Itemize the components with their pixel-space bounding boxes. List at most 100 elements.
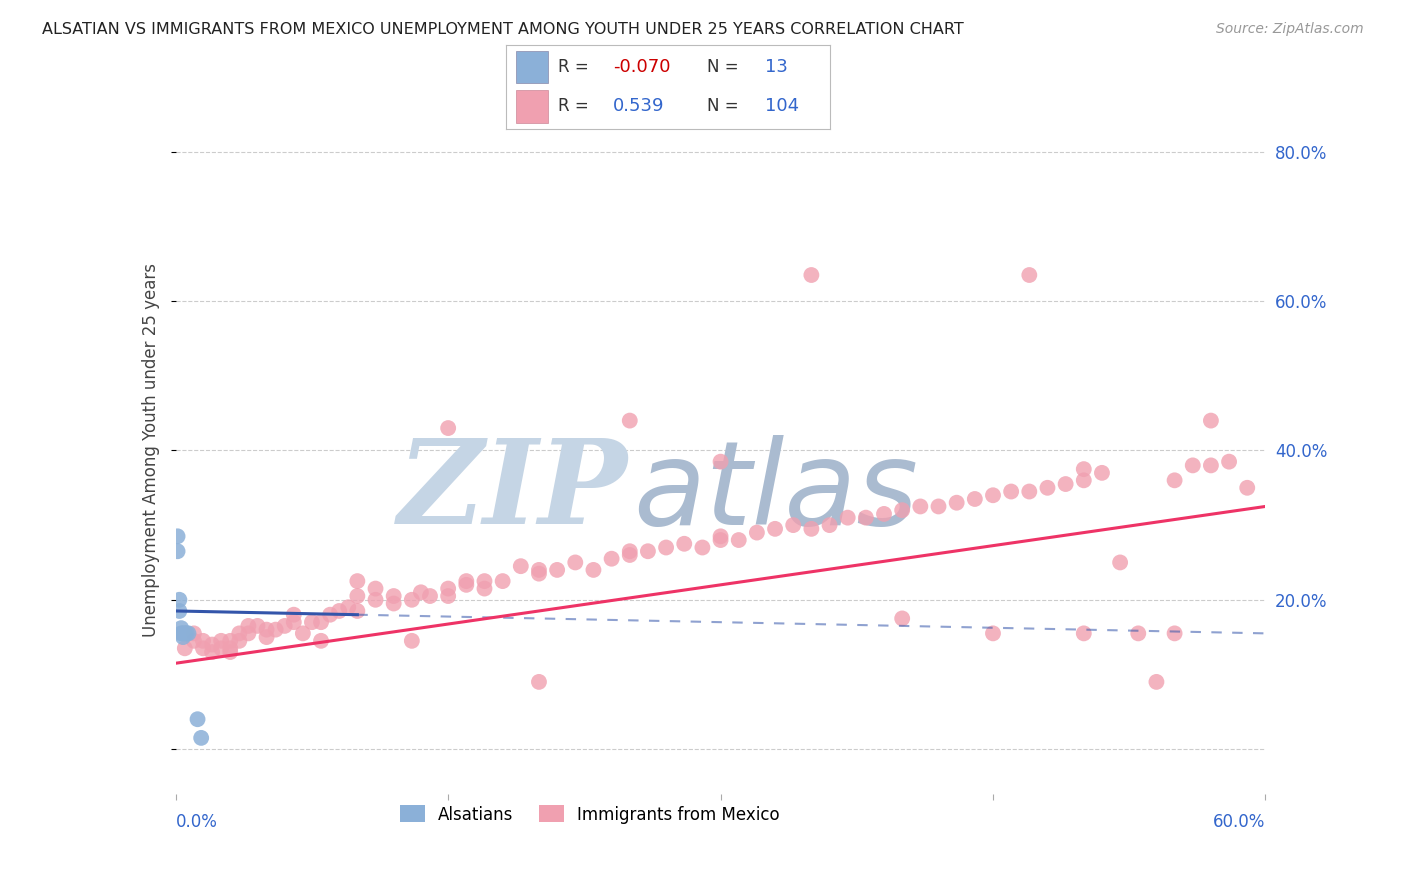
Point: [692, 541, 714, 555]
Point: [256, 623, 278, 637]
Text: N =: N =: [707, 59, 738, 77]
Point: [474, 574, 496, 588]
Point: [219, 645, 242, 659]
Point: [981, 488, 1004, 502]
Point: [456, 578, 478, 592]
Point: [246, 619, 269, 633]
Point: [1054, 477, 1077, 491]
Point: [1091, 466, 1114, 480]
Point: [173, 641, 195, 656]
Point: [437, 421, 460, 435]
Point: [173, 626, 195, 640]
Point: [283, 615, 305, 630]
Point: [619, 548, 641, 562]
Point: [172, 630, 194, 644]
Point: [619, 544, 641, 558]
Point: [401, 633, 423, 648]
Point: [1199, 414, 1222, 428]
Point: [186, 712, 209, 726]
Point: [1163, 473, 1185, 487]
Point: [546, 563, 568, 577]
Text: 0.539: 0.539: [613, 97, 665, 115]
Point: [1146, 674, 1168, 689]
Point: [710, 455, 733, 469]
Point: [382, 589, 405, 603]
Point: [763, 522, 786, 536]
Point: [456, 574, 478, 588]
Point: [264, 623, 287, 637]
Point: [492, 574, 515, 588]
Point: [191, 641, 214, 656]
Text: R =: R =: [558, 97, 589, 115]
Point: [509, 559, 531, 574]
Point: [170, 621, 193, 635]
Text: 13: 13: [765, 59, 787, 77]
Point: [981, 626, 1004, 640]
Point: [710, 533, 733, 547]
Point: [710, 529, 733, 543]
Text: 0.0%: 0.0%: [176, 813, 218, 830]
Point: [238, 619, 260, 633]
Legend: Alsatians, Immigrants from Mexico: Alsatians, Immigrants from Mexico: [394, 798, 786, 830]
Point: [800, 522, 823, 536]
Point: [209, 633, 232, 648]
Point: [382, 597, 405, 611]
Point: [183, 626, 205, 640]
Point: [219, 633, 242, 648]
Point: [209, 641, 232, 656]
Point: [745, 525, 768, 540]
Point: [283, 607, 305, 622]
Point: [274, 619, 297, 633]
Point: [309, 633, 332, 648]
Point: [1073, 473, 1095, 487]
Point: [172, 626, 194, 640]
Point: [337, 600, 360, 615]
Text: Source: ZipAtlas.com: Source: ZipAtlas.com: [1216, 22, 1364, 37]
Point: [1236, 481, 1258, 495]
Text: atlas: atlas: [633, 434, 918, 549]
Point: [169, 604, 191, 618]
Point: [437, 582, 460, 596]
Point: [891, 611, 914, 625]
Point: [527, 674, 550, 689]
Point: [201, 638, 224, 652]
Point: [564, 556, 586, 570]
Point: [256, 630, 278, 644]
Point: [1109, 556, 1132, 570]
Point: [637, 544, 659, 558]
Point: [176, 626, 198, 640]
Text: R =: R =: [558, 59, 589, 77]
Point: [346, 589, 368, 603]
Point: [655, 541, 678, 555]
Bar: [516, 90, 548, 122]
Point: [527, 566, 550, 581]
Point: [219, 641, 242, 656]
Point: [409, 585, 432, 599]
Text: 60.0%: 60.0%: [1213, 813, 1265, 830]
Point: [291, 626, 314, 640]
Point: [364, 582, 387, 596]
Point: [1199, 458, 1222, 473]
Point: [1073, 626, 1095, 640]
Point: [527, 563, 550, 577]
Point: [1073, 462, 1095, 476]
Point: [619, 414, 641, 428]
Point: [855, 510, 877, 524]
Point: [419, 589, 441, 603]
Point: [346, 604, 368, 618]
Point: [1000, 484, 1022, 499]
Bar: [516, 51, 548, 83]
Point: [301, 615, 323, 630]
Point: [782, 518, 804, 533]
Point: [582, 563, 605, 577]
Point: [309, 615, 332, 630]
Point: [401, 592, 423, 607]
Point: [891, 503, 914, 517]
Point: [1128, 626, 1150, 640]
Point: [1018, 268, 1040, 282]
Point: [166, 529, 188, 543]
Point: [910, 500, 932, 514]
Point: [945, 496, 967, 510]
Point: [818, 518, 841, 533]
Text: ALSATIAN VS IMMIGRANTS FROM MEXICO UNEMPLOYMENT AMONG YOUTH UNDER 25 YEARS CORRE: ALSATIAN VS IMMIGRANTS FROM MEXICO UNEMP…: [42, 22, 965, 37]
